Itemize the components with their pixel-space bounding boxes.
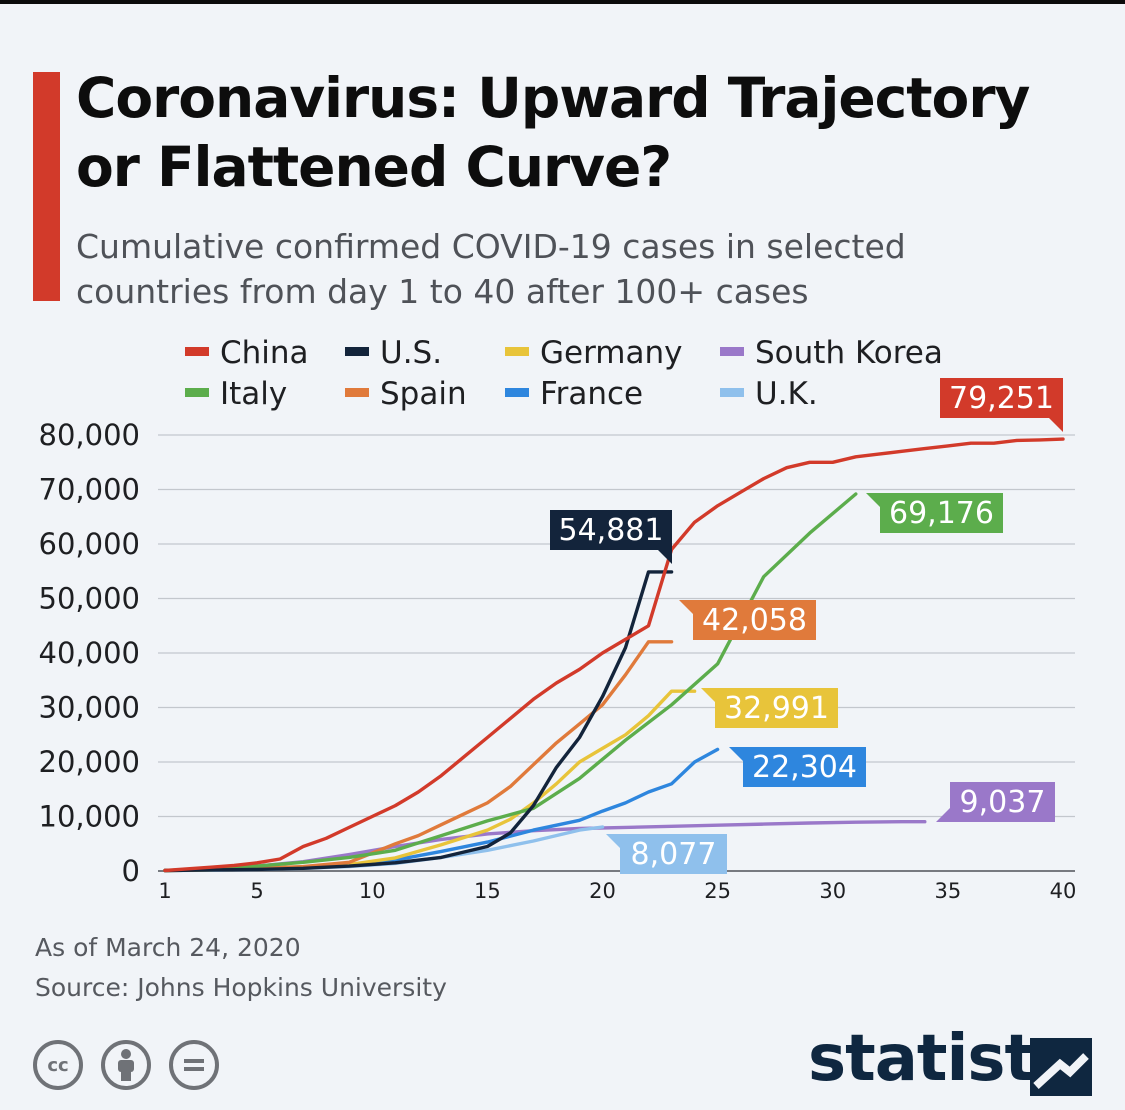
as-of-note: As of March 24, 2020 <box>35 933 301 962</box>
legend-swatch <box>345 388 369 397</box>
value-callout-label: 54,881 <box>559 513 664 548</box>
legend-label: Germany <box>540 335 682 371</box>
legend-swatch <box>720 388 744 397</box>
y-tick-label: 50,000 <box>39 582 140 616</box>
value-callout-label: 32,991 <box>724 691 829 726</box>
value-callout-box <box>940 378 1063 418</box>
legend-swatch <box>185 347 209 356</box>
y-tick-label: 30,000 <box>39 691 140 725</box>
x-tick-label: 1 <box>158 879 171 903</box>
y-tick-label: 10,000 <box>39 800 140 834</box>
chart-subtitle: Cumulative confirmed COVID-19 cases in s… <box>76 224 1096 314</box>
legend-label: South Korea <box>755 335 943 371</box>
value-callout-box <box>880 493 1003 533</box>
value-callout-tail <box>936 808 950 822</box>
value-callout-tail <box>658 550 672 564</box>
value-callout-box <box>620 834 727 874</box>
x-tick-label: 5 <box>250 879 263 903</box>
no-derivatives-icon <box>169 1040 219 1090</box>
subtitle-line-2: countries from day 1 to 40 after 100+ ca… <box>76 272 809 311</box>
legend-label: Spain <box>380 376 467 412</box>
x-tick-label: 40 <box>1050 879 1077 903</box>
series-line <box>163 640 674 873</box>
y-tick-label: 20,000 <box>39 745 140 779</box>
value-callout-box <box>550 510 672 550</box>
value-callout-box <box>950 782 1055 822</box>
value-callout-tail <box>866 493 880 507</box>
value-callout-box <box>693 600 816 640</box>
series-line <box>163 492 858 873</box>
attribution-icon <box>101 1040 151 1090</box>
value-callout-box <box>715 688 838 728</box>
legend-swatch <box>720 347 744 356</box>
legend-swatch <box>505 347 529 356</box>
legend-label: Italy <box>220 376 287 412</box>
top-rule <box>0 0 1125 4</box>
subtitle-line-1: Cumulative confirmed COVID-19 cases in s… <box>76 227 906 266</box>
legend-label: U.S. <box>380 335 442 371</box>
value-callout-tail <box>1049 418 1063 432</box>
x-tick-label: 20 <box>589 879 616 903</box>
value-callout-label: 22,304 <box>752 750 857 785</box>
x-tick-label: 35 <box>935 879 962 903</box>
legend-swatch <box>345 347 369 356</box>
legend-label: U.K. <box>755 376 818 412</box>
value-callout-tail <box>729 747 743 761</box>
value-callout-tail <box>701 688 715 702</box>
accent-bar <box>33 72 60 301</box>
y-tick-label: 60,000 <box>39 527 140 561</box>
legend-swatch <box>505 388 529 397</box>
x-tick-label: 15 <box>474 879 501 903</box>
statista-mark-icon <box>1030 1038 1092 1096</box>
series-line <box>163 689 697 873</box>
cc-icon: cc <box>33 1040 83 1090</box>
title-line-1: Coronavirus: Upward Trajectory <box>76 66 1030 130</box>
y-tick-label: 0 <box>122 854 140 888</box>
legend-swatch <box>185 388 209 397</box>
line-chart: 0 10,000 20,000 30,000 40,000 50,000 60,000 70,… <box>39 335 1077 903</box>
series-line <box>163 570 674 873</box>
value-callout-label: 8,077 <box>631 837 717 872</box>
y-tick-label: 70,000 <box>39 473 140 507</box>
legend-label: China <box>220 335 309 371</box>
source-note: Source: Johns Hopkins University <box>35 973 447 1002</box>
value-callout-label: 9,037 <box>960 785 1046 820</box>
value-callout-tail <box>679 600 693 614</box>
series-line <box>163 437 1065 873</box>
value-callout-label: 69,176 <box>889 496 994 531</box>
x-tick-label: 30 <box>819 879 846 903</box>
legend-label: France <box>540 376 643 412</box>
x-tick-label: 25 <box>704 879 731 903</box>
title-line-2: or Flattened Curve? <box>76 135 672 199</box>
chart-title: Coronavirus: Upward Trajectory or Flatte… <box>76 64 1116 202</box>
value-callout-label: 42,058 <box>702 603 807 638</box>
value-callout-label: 79,251 <box>949 381 1054 416</box>
y-tick-label: 80,000 <box>39 418 140 452</box>
x-tick-label: 10 <box>359 879 386 903</box>
y-tick-label: 40,000 <box>39 636 140 670</box>
value-callout-tail <box>606 834 620 848</box>
value-callout-box <box>743 747 866 787</box>
